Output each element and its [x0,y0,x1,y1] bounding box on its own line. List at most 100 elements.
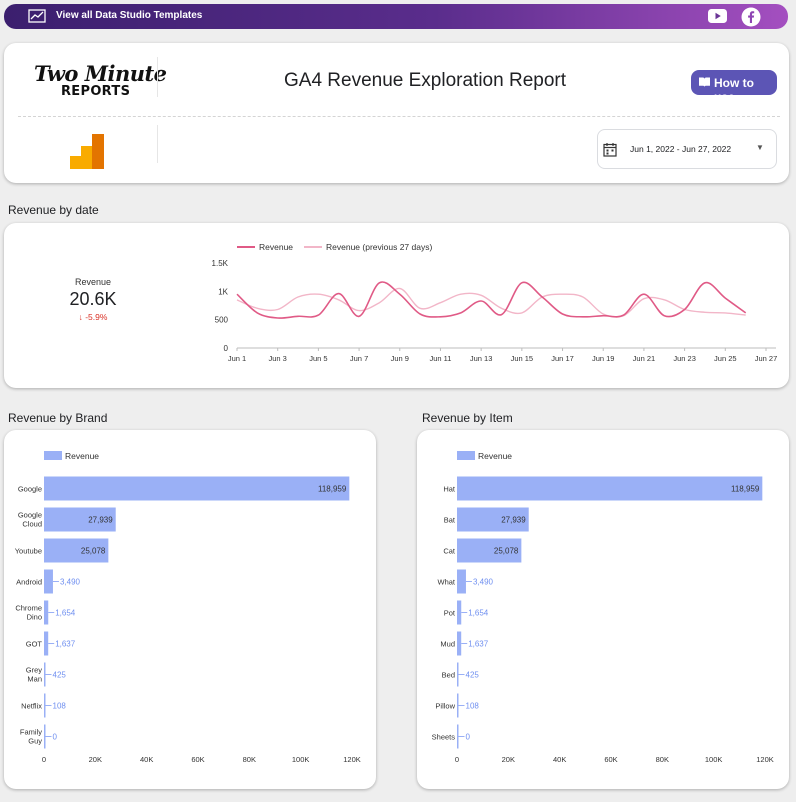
x-tick-label: Jun 27 [755,354,778,363]
revenue-by-date-card: Revenue 20.6K ↓ -5.9% Revenue Revenue (pr… [4,223,789,388]
value-label: 0 [466,733,471,742]
x-tick-label: Jun 17 [551,354,574,363]
value-label: 118,959 [318,485,347,494]
logo-line1: Two Minute [34,61,167,86]
x-tick-label: Jun 11 [429,354,451,363]
bar [457,631,462,656]
y-tick-label: 1.5K [212,259,229,268]
category-label: Dino [27,613,42,622]
top-banner: View all Data Studio Templates [4,4,788,29]
category-label: Android [16,578,42,587]
arrow-down-icon: ↓ [78,312,83,322]
section-title-by-date: Revenue by date [8,203,99,217]
kpi-delta: ↓ -5.9% [59,312,127,322]
value-label: 25,078 [81,547,106,556]
value-label: 425 [53,671,67,680]
y-tick-label: 1K [218,287,228,296]
chart-icon [28,9,46,23]
value-label: 1,637 [468,640,489,649]
bar [457,569,466,594]
x-tick-label: Jun 9 [391,354,409,363]
value-label: 1,637 [55,640,76,649]
x-tick-label: Jun 23 [673,354,696,363]
category-label: Google [18,485,42,494]
value-label: 3,490 [473,578,494,587]
bar [44,631,49,656]
value-label: 1,654 [468,609,489,618]
facebook-icon[interactable] [741,7,761,27]
x-tick-label: 100K [705,755,723,764]
x-tick-label: 20K [502,755,515,764]
legend-swatch [457,451,475,460]
x-tick-label: Jun 15 [511,354,534,363]
bar [44,600,49,625]
x-tick-label: 60K [191,755,204,764]
bar [44,693,46,718]
kpi-label: Revenue [74,277,112,287]
category-label: Guy [28,737,42,746]
x-tick-label: 0 [455,755,459,764]
header-card: Two Minute REPORTS GA4 Revenue Explorati… [4,43,789,183]
bar [457,507,529,532]
category-label: Bed [442,671,455,680]
book-icon [699,77,710,87]
x-tick-label: 80K [656,755,669,764]
value-label: 1,654 [55,609,76,618]
youtube-icon[interactable] [708,9,727,23]
category-label: Bat [444,516,456,525]
divider [157,57,158,97]
legend-label: Revenue [478,451,512,461]
x-tick-label: Jun 13 [470,354,493,363]
category-label: What [437,578,455,587]
x-tick-label: Jun 19 [592,354,615,363]
x-tick-label: 40K [140,755,153,764]
revenue-by-brand-card: Revenue Google 118,959 Google Cloud 27,939 You… [4,430,376,789]
kpi-value: 20.6K [69,289,117,309]
x-tick-label: Jun 25 [714,354,737,363]
page-title: GA4 Revenue Exploration Report [284,70,566,91]
x-tick-label: Jun 1 [228,354,246,363]
date-range-value: Jun 1, 2022 - Jun 27, 2022 [630,144,732,154]
value-label: 108 [53,702,67,711]
category-label: Hat [443,485,456,494]
bar [457,600,462,625]
how-to-use-button[interactable]: How to use [691,70,777,104]
category-label: Grey [26,666,43,675]
category-label: Cloud [22,520,42,529]
y-tick-label: 500 [215,316,229,325]
revenue-by-item-chart: Revenue Hat 118,959 Bat 27,939 Cat 25,078 What 3… [432,451,774,764]
chevron-down-icon: ▼ [756,143,764,152]
x-tick-label: 0 [42,755,46,764]
bar [44,538,109,563]
divider [157,125,158,163]
dashed-divider [18,116,780,117]
legend-swatch [44,451,62,460]
date-range-picker[interactable]: Jun 1, 2022 - Jun 27, 2022 ▼ [597,129,777,169]
category-label: Netflix [21,702,42,711]
category-label: Youtube [15,547,42,556]
x-tick-label: Jun 21 [633,354,656,363]
value-label: 425 [466,671,480,680]
category-label: Pot [444,609,456,618]
bar [44,569,53,594]
x-tick-label: Jun 3 [269,354,287,363]
x-tick-label: 40K [553,755,566,764]
value-label: 3,490 [60,578,81,587]
bar [457,662,459,687]
logo-line2: REPORTS [61,84,131,99]
legend-label: Revenue [259,242,293,252]
templates-link[interactable]: View all Data Studio Templates [56,10,203,21]
category-label: Sheets [432,733,456,742]
x-tick-label: 20K [89,755,102,764]
x-tick-label: 120K [756,755,774,764]
category-label: Chrome [15,604,42,613]
kpi-delta-value: -5.9% [85,312,108,322]
bar [44,507,116,532]
x-tick-label: Jun 5 [309,354,327,363]
value-label: 25,078 [494,547,519,556]
section-title-by-item: Revenue by Item [422,411,513,425]
value-label: 0 [53,733,58,742]
revenue-line-chart: Revenue Revenue (previous 27 days) 0 500 1K 1… [212,242,778,363]
value-label: 27,939 [501,516,526,525]
